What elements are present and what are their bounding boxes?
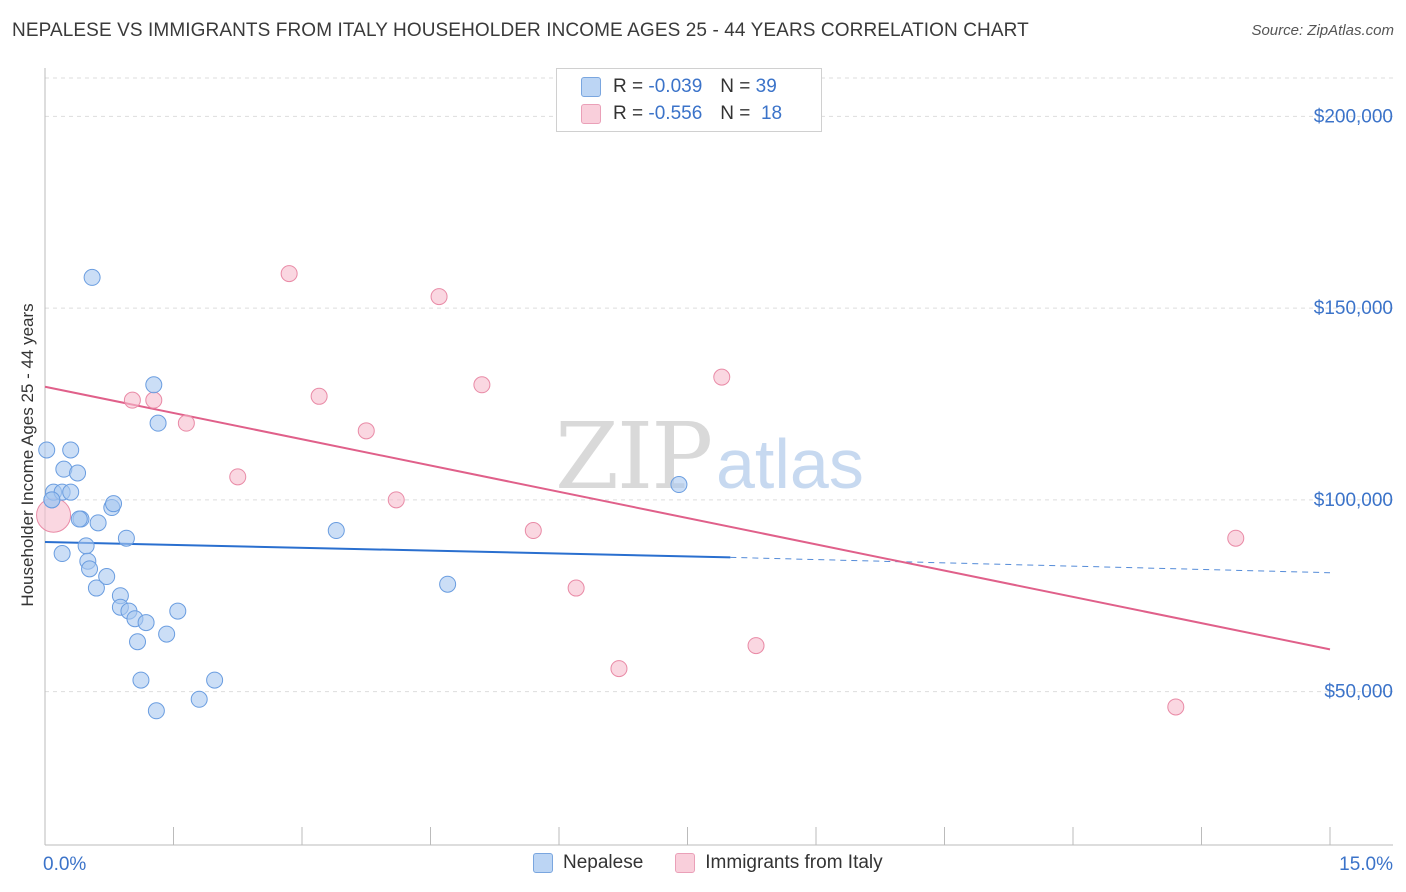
x-tick-labels: 0.0% 15.0% xyxy=(43,854,1393,875)
legend-item-nepalese: Nepalese xyxy=(533,852,643,874)
y-tick-label: $50,000 xyxy=(1324,682,1393,703)
point-italy xyxy=(1167,698,1185,716)
x-tick-label-max: 15.0% xyxy=(1339,854,1393,875)
source-label: Source: ZipAtlas.com xyxy=(1251,22,1394,39)
point-nepalese xyxy=(98,568,116,586)
point-nepalese xyxy=(327,522,345,540)
point-nepalese xyxy=(53,545,71,563)
legend-r-label: R = xyxy=(613,103,644,124)
point-italy xyxy=(123,391,141,409)
correlation-legend: R = -0.039 N = 39 R = -0.556 N = 18 xyxy=(556,68,822,132)
point-nepalese xyxy=(129,633,147,651)
point-nepalese xyxy=(43,491,61,509)
legend-label-italy: Immigrants from Italy xyxy=(705,852,883,873)
point-italy xyxy=(387,491,405,509)
point-nepalese xyxy=(117,529,135,547)
point-italy xyxy=(145,391,163,409)
point-nepalese xyxy=(87,579,105,597)
point-nepalese xyxy=(89,514,107,532)
series-legend: Nepalese Immigrants from Italy xyxy=(533,852,915,874)
watermark: ZIP atlas xyxy=(555,403,864,510)
y-tick-labels: $50,000 $100,000 $150,000 $200,000 xyxy=(1314,106,1393,702)
y-tick-label: $100,000 xyxy=(1314,490,1393,511)
legend-swatch-blue xyxy=(533,853,553,873)
point-italy xyxy=(747,637,765,655)
point-nepalese xyxy=(62,483,80,501)
point-italy xyxy=(357,422,375,440)
legend-r-label: R = xyxy=(613,76,644,97)
point-italy xyxy=(610,660,628,678)
legend-n-value: 39 xyxy=(755,76,777,97)
point-nepalese xyxy=(206,671,224,689)
trend-line-nepalese-extrapolated xyxy=(730,556,1331,574)
point-nepalese xyxy=(70,510,88,528)
point-italy xyxy=(310,387,328,405)
data-points xyxy=(36,265,1245,720)
point-italy xyxy=(524,522,542,540)
point-nepalese xyxy=(169,602,187,620)
point-nepalese xyxy=(147,702,165,720)
point-italy xyxy=(280,265,298,283)
trend-line-italy xyxy=(44,385,1331,651)
legend-r-value: -0.556 xyxy=(648,103,703,124)
y-axis-label: Householder Income Ages 25 - 44 years xyxy=(18,303,37,606)
point-italy xyxy=(177,414,195,432)
point-nepalese xyxy=(132,671,150,689)
point-nepalese xyxy=(62,441,80,459)
legend-swatch-pink xyxy=(675,853,696,873)
legend-n-label: N = xyxy=(720,76,751,97)
point-italy xyxy=(473,376,491,394)
point-nepalese xyxy=(137,614,155,632)
point-nepalese xyxy=(439,575,457,593)
point-italy xyxy=(567,579,585,597)
x-tick-label-min: 0.0% xyxy=(43,854,86,875)
point-italy xyxy=(1227,529,1245,547)
point-nepalese xyxy=(38,441,56,459)
point-nepalese xyxy=(81,560,99,578)
legend-r-value: -0.039 xyxy=(648,76,703,97)
point-italy xyxy=(229,468,247,486)
point-nepalese xyxy=(670,476,688,494)
y-tick-label: $150,000 xyxy=(1314,298,1393,319)
point-nepalese xyxy=(190,690,208,708)
point-italy xyxy=(713,368,731,386)
trend-lines xyxy=(44,385,1331,651)
point-nepalese xyxy=(83,268,101,286)
legend-swatch-blue xyxy=(581,77,601,97)
y-tick-label: $200,000 xyxy=(1314,106,1393,127)
point-nepalese xyxy=(105,495,123,513)
watermark-zip: ZIP xyxy=(555,403,711,510)
legend-row-italy: R = -0.556 N = 18 xyxy=(581,102,782,126)
point-nepalese xyxy=(69,464,87,482)
point-italy xyxy=(430,288,448,306)
legend-label-nepalese: Nepalese xyxy=(563,852,644,873)
chart-title: NEPALESE VS IMMIGRANTS FROM ITALY HOUSEH… xyxy=(12,20,1029,41)
point-nepalese xyxy=(158,625,176,643)
legend-n-label: N = xyxy=(720,103,751,124)
legend-item-italy: Immigrants from Italy xyxy=(675,852,883,874)
legend-n-value: 18 xyxy=(760,103,783,124)
point-nepalese xyxy=(145,376,163,394)
trend-line-nepalese xyxy=(44,541,731,559)
legend-swatch-pink xyxy=(581,104,601,124)
watermark-atlas: atlas xyxy=(716,425,864,503)
legend-row-nepalese: R = -0.039 N = 39 xyxy=(581,75,777,99)
point-nepalese xyxy=(149,414,167,432)
point-nepalese xyxy=(77,537,95,555)
